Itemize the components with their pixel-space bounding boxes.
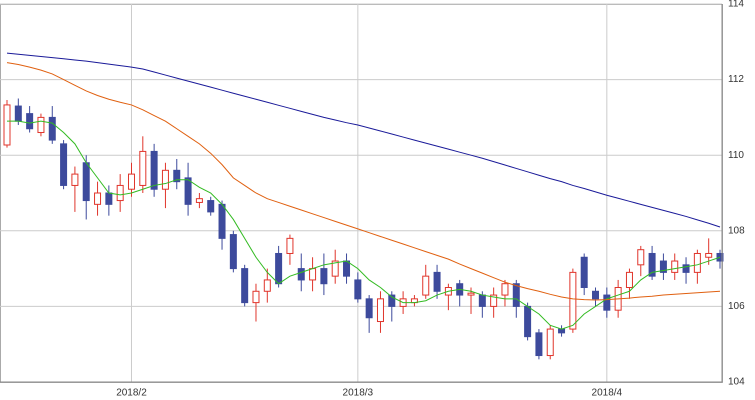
candle-body [184,177,192,205]
candle-body [433,271,441,292]
candle-body [309,268,317,281]
candle-body [388,294,396,307]
y-tick-label: 106 [728,301,745,312]
x-tick-label: 2018/2 [116,388,147,399]
candle-body [116,184,124,202]
candle-body [173,169,181,183]
x-tick-label: 2018/3 [343,388,374,399]
candle-body [535,332,543,357]
candle-body [354,279,362,300]
candle-body [139,150,147,186]
candle-body [218,203,226,239]
candle-body [558,328,566,334]
candle-body [603,294,611,311]
candle-body [490,294,498,307]
moving-average-line [6,52,721,228]
candle-body [343,260,351,277]
candle-body [659,260,667,273]
candle-body [580,256,588,289]
candle-body [252,290,260,304]
candle-body [60,143,68,186]
candle-body [297,268,305,281]
candle-body [161,169,169,190]
y-tick-label: 104 [728,377,745,388]
y-tick-label: 108 [728,225,745,236]
moving-average-line [7,120,721,330]
candle-body [501,283,509,296]
y-tick-label: 114 [728,0,744,10]
candle-body [37,116,45,134]
candle-body [71,173,79,186]
candle-body [693,252,701,273]
candle-body [275,252,283,285]
candle-body [546,328,554,357]
y-tick-label: 110 [728,150,744,161]
x-tick-label: 2018/4 [592,388,623,399]
y-tick-label: 112 [728,74,744,85]
candle-body [150,150,158,190]
candle-body [478,294,486,307]
candle-body [14,105,22,122]
candle-body [26,113,34,130]
candle-body [3,104,11,146]
candle-body [467,292,475,296]
candle-body [82,162,90,202]
candle-body [569,271,577,330]
candle-body [524,305,532,338]
candle-body [705,252,713,258]
candle-body [263,279,271,292]
candle-body [320,268,328,285]
candle-body [671,260,679,273]
moving-average-line [6,62,721,301]
candle-body [625,271,633,289]
candle-body [637,249,645,266]
candle-body [592,290,600,300]
candle-body [365,298,373,319]
candle-body [127,173,135,190]
candle-body [648,252,656,277]
candle-body [286,237,294,254]
candle-body [207,200,215,213]
candle-body [422,275,430,296]
candle-body [241,268,249,304]
candle-body [229,234,237,270]
candle-body [512,283,520,307]
candle-body [48,116,56,141]
candle-body [682,264,690,273]
candle-body [195,198,203,203]
candle-body [94,192,102,205]
candle-body [105,192,113,205]
candle-body [331,260,339,277]
candle-body [376,298,384,323]
